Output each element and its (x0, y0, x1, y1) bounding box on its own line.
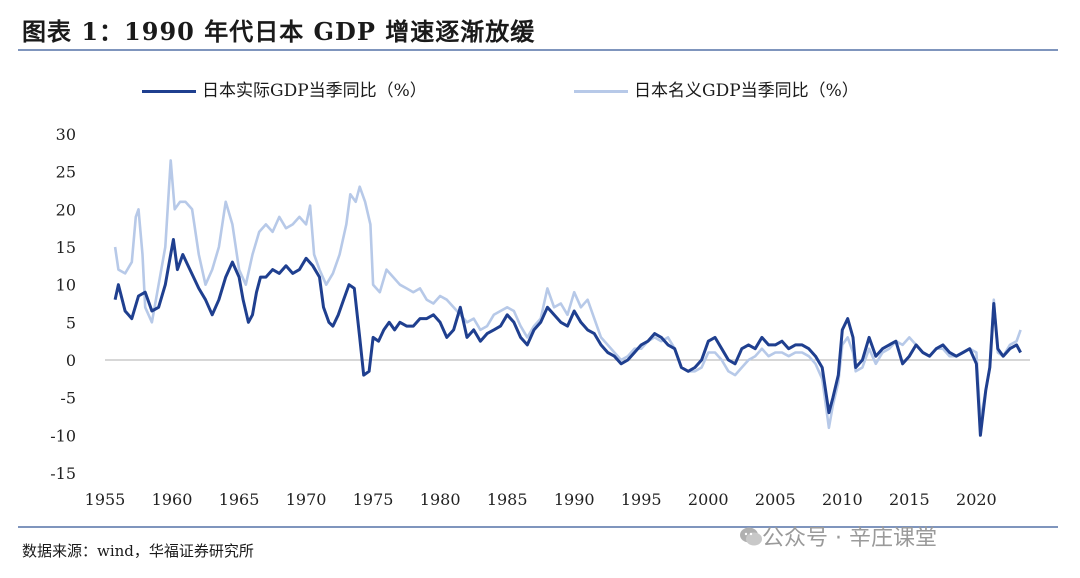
x-tick-label: 1960 (152, 490, 193, 509)
y-tick-label: 10 (56, 276, 76, 295)
x-tick-label: 2005 (755, 490, 796, 509)
x-tick-label: 1980 (420, 490, 461, 509)
source-note: 数据来源：wind，华福证券研究所 (22, 542, 254, 560)
legend-swatch-nominal (574, 90, 628, 93)
y-tick-label: 20 (56, 200, 76, 219)
x-tick-label: 2015 (889, 490, 930, 509)
x-tick-label: 1975 (353, 490, 394, 509)
x-tick-label: 1970 (286, 490, 327, 509)
footer-divider (18, 526, 1058, 528)
x-tick-label: 2010 (822, 490, 863, 509)
legend-swatch-real (142, 90, 196, 93)
chart-title: 图表 1：1990 年代日本 GDP 增速逐渐放缓 (22, 17, 536, 46)
legend-label-real: 日本实际GDP当季同比（%） (202, 81, 427, 101)
x-tick-label: 1985 (487, 490, 528, 509)
series-line-real (113, 238, 1022, 437)
y-tick-label: 5 (66, 313, 76, 332)
series-line-nominal (113, 159, 1022, 430)
y-tick-label: 25 (56, 163, 76, 182)
x-tick-label: 1965 (219, 490, 260, 509)
x-tick-label: 1990 (554, 490, 595, 509)
legend-label-nominal: 日本名义GDP当季同比（%） (634, 81, 859, 101)
x-axis: 1955 1960 1965 1970 1975 1980 1985 1990 1995 2000… (85, 490, 997, 509)
y-tick-label: -10 (50, 426, 76, 445)
y-tick-label: -15 (50, 464, 76, 483)
x-tick-label: 1955 (85, 490, 126, 509)
legend-item-real: 日本实际GDP当季同比（%） (142, 76, 427, 102)
y-tick-label: 15 (56, 238, 76, 257)
y-tick-label: 30 (56, 125, 76, 144)
x-tick-label: 1995 (621, 490, 662, 509)
watermark-text: 公众号 · 辛庄课堂 (762, 526, 937, 551)
y-tick-label: 0 (66, 351, 76, 370)
wechat-icon (740, 527, 762, 546)
y-tick-label: -5 (60, 389, 76, 408)
x-tick-label: 2000 (688, 490, 729, 509)
y-axis: 30 25 20 15 10 5 0 -5 -10 -15 (50, 125, 76, 483)
x-tick-label: 2020 (956, 490, 997, 509)
header-divider (18, 49, 1058, 51)
legend-item-nominal: 日本名义GDP当季同比（%） (574, 76, 859, 102)
